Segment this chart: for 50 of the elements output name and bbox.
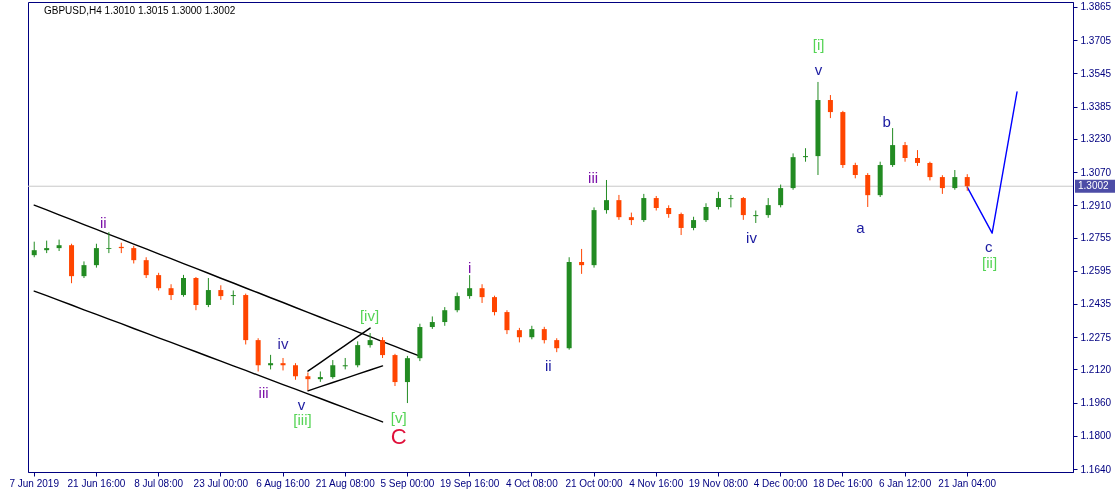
y-tick-label: 1.2120	[1080, 363, 1112, 375]
y-tick-label: 1.1800	[1080, 430, 1112, 442]
x-tick-label: 21 Oct 00:00	[565, 477, 624, 489]
y-tick-label: 1.2435	[1080, 298, 1112, 310]
y-tick-label: 1.2595	[1080, 265, 1112, 277]
annotation: [iv]	[359, 307, 380, 324]
annotation: a	[856, 219, 866, 236]
y-tick-label: 1.3865	[1080, 1, 1112, 13]
x-tick-label: 21 Jun 16:00	[67, 477, 126, 489]
ref-line-label: 1.3002	[1078, 180, 1110, 192]
x-tick-label: 6 Aug 16:00	[256, 477, 311, 489]
annotation: iv	[277, 335, 289, 352]
annotation: [i]	[812, 36, 825, 53]
x-tick-label: 7 Jun 2019	[9, 477, 60, 489]
annotation: b	[882, 113, 891, 130]
annotation: v	[814, 61, 823, 78]
chart-title: GBPUSD,H4 1.3010 1.3015 1.3000 1.3002	[44, 5, 236, 16]
y-tick-label: 1.3705	[1080, 34, 1112, 46]
x-tick-label: 6 Jan 12:00	[878, 477, 932, 489]
x-tick-label: 23 Jul 00:00	[193, 477, 249, 489]
x-tick-label: 19 Sep 16:00	[439, 477, 500, 489]
y-tick-label: 1.3385	[1080, 101, 1112, 113]
annotation: ii	[545, 357, 552, 374]
x-tick-label: 4 Oct 08:00	[505, 477, 559, 489]
y-tick-label: 1.2755	[1080, 232, 1112, 244]
x-tick-label: 4 Nov 16:00	[629, 477, 684, 489]
y-tick-label: 1.2275	[1080, 331, 1112, 343]
annotation: iii	[258, 384, 269, 401]
annotation: [v]	[390, 409, 407, 426]
annotation: ii	[99, 214, 107, 231]
y-tick-label: 1.1640	[1080, 463, 1112, 475]
annotation: [ii]	[982, 254, 998, 271]
y-tick-label: 1.1960	[1080, 397, 1112, 409]
x-tick-label: 21 Jan 04:00	[938, 477, 997, 489]
annotation: i	[467, 259, 472, 276]
y-tick-label: 1.2910	[1080, 199, 1112, 211]
x-tick-label: 21 Aug 08:00	[315, 477, 376, 489]
x-tick-label: 4 Dec 00:00	[753, 477, 809, 489]
y-tick-label: 1.3230	[1080, 133, 1112, 145]
x-tick-label: 19 Nov 08:00	[688, 477, 749, 489]
x-tick-label: 18 Dec 16:00	[813, 477, 874, 489]
y-tick-label: 1.3070	[1080, 166, 1112, 178]
annotation: [iii]	[293, 411, 312, 428]
y-tick-label: 1.3545	[1080, 67, 1112, 79]
x-tick-label: 8 Jul 08:00	[134, 477, 184, 489]
annotation: c	[984, 238, 993, 255]
annotation: iv	[746, 229, 758, 246]
x-tick-label: 5 Sep 00:00	[380, 477, 435, 489]
annotation: iii	[588, 169, 599, 186]
annotation: v	[297, 396, 306, 413]
